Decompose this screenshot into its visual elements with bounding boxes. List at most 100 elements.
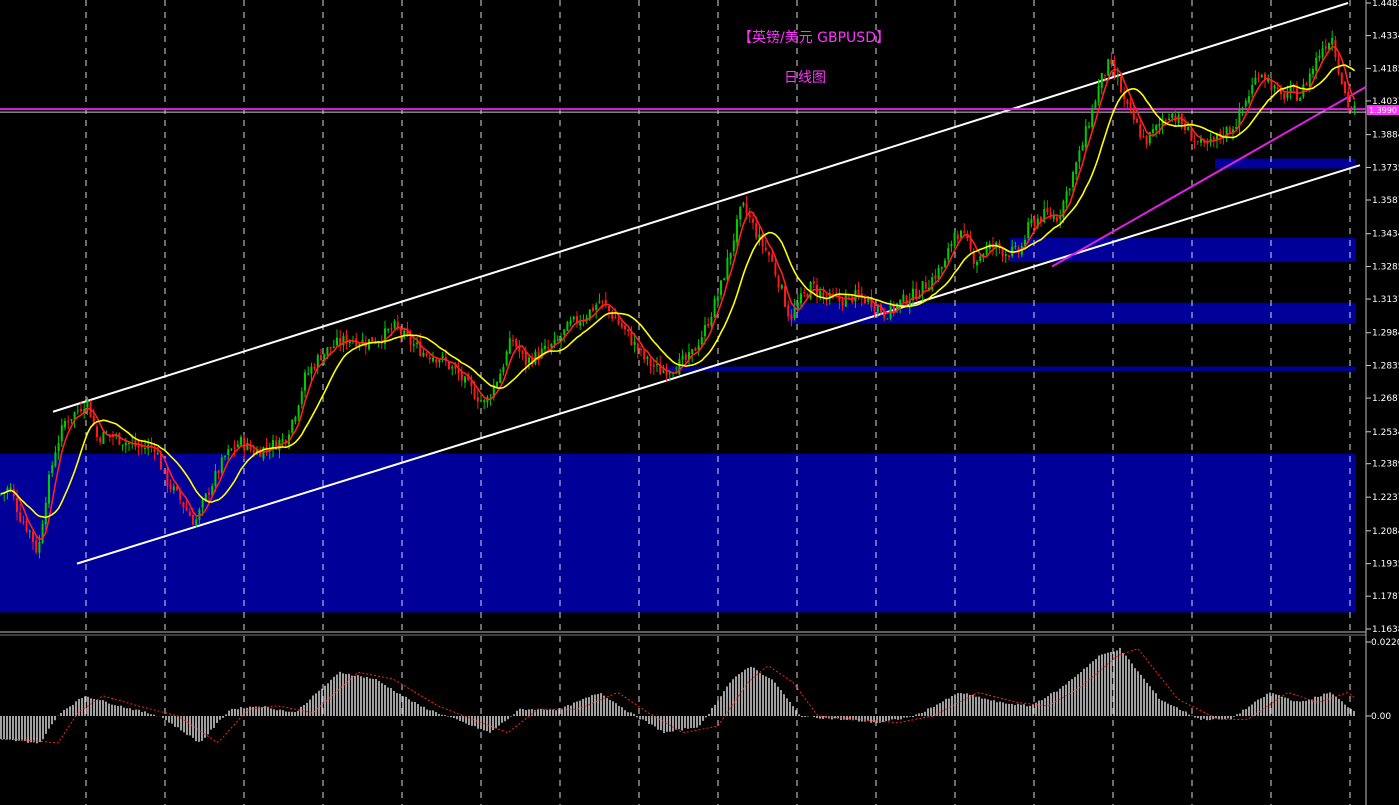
candle-body [48, 474, 50, 504]
candle-body [1056, 217, 1058, 222]
candle-body [1110, 59, 1113, 65]
candle-body [499, 373, 502, 384]
candle-body [950, 243, 953, 247]
candle-body [336, 337, 338, 346]
candle-body [729, 252, 732, 259]
candle-body [940, 267, 943, 269]
candle-body [70, 419, 73, 421]
candle-body [169, 484, 172, 490]
candle-body [1228, 127, 1231, 133]
channel-lower-line [76, 164, 1361, 565]
candle-body [614, 316, 617, 319]
candle-body [480, 400, 482, 402]
candle-body [1206, 140, 1209, 145]
candle-body [240, 437, 242, 446]
candle-body [710, 316, 713, 326]
candle-body [406, 328, 409, 336]
candle-body [1225, 127, 1228, 139]
candle-body [339, 338, 342, 345]
candle-body [96, 426, 98, 438]
candle-body [928, 287, 930, 290]
price-tick-label-17: 1.1935 [1372, 560, 1399, 570]
candle-body [1241, 107, 1244, 109]
candle-body [723, 278, 726, 281]
candle-body [608, 306, 610, 311]
candle-body [416, 343, 418, 345]
candle-body [531, 358, 534, 365]
candle-body [662, 370, 665, 373]
price-tick-label-8: 1.3285 [1372, 262, 1399, 272]
candle-body [556, 339, 559, 341]
candle-body [297, 405, 300, 418]
candle-body [182, 502, 185, 508]
candle-body [166, 469, 169, 487]
candle-body [822, 292, 825, 296]
candle-body [1190, 128, 1193, 142]
candle-body [1315, 57, 1318, 71]
price-tick-label-6: 1.3587 [1372, 196, 1399, 206]
candle-body [537, 352, 540, 359]
candle-body [316, 355, 319, 368]
candle-body [659, 364, 662, 375]
candle-body [598, 301, 601, 303]
price-tick-label-1: 1.4334 [1372, 32, 1399, 42]
candle-body [179, 491, 182, 501]
candle-body [771, 254, 774, 262]
candle-body [275, 440, 278, 450]
candle-body [1036, 218, 1039, 227]
candle-body [604, 299, 607, 306]
candle-body [1318, 55, 1321, 58]
candle-body [153, 446, 156, 452]
candle-body [748, 214, 751, 218]
candle-body [224, 456, 226, 458]
candle-body [515, 339, 518, 347]
candle-body [892, 303, 895, 311]
candle-body [633, 341, 636, 345]
candle-body [1340, 72, 1343, 84]
candle-body [1286, 93, 1289, 98]
macd-signal-line [1, 648, 1355, 744]
candle-body [243, 437, 246, 451]
candle-body [787, 305, 790, 317]
candle-body [310, 366, 313, 374]
candle-body [547, 347, 550, 349]
candle-body [1068, 188, 1071, 191]
candle-body [51, 465, 54, 474]
candle-body [620, 323, 623, 328]
price-tick-label-18: 1.1787 [1372, 592, 1399, 602]
candle-body [1081, 145, 1084, 151]
candle-body [857, 289, 860, 296]
candle-body [76, 410, 79, 412]
candle-body [236, 444, 239, 448]
candle-body [1276, 87, 1279, 90]
candle-body [1251, 84, 1254, 94]
candle-body [1139, 124, 1142, 138]
candle-body [1129, 102, 1132, 110]
candle-body [774, 263, 777, 276]
candle-body [41, 523, 44, 544]
candle-body [876, 306, 879, 313]
candle-body [118, 433, 121, 445]
candle-body [1107, 59, 1110, 76]
candle-body [1148, 132, 1151, 144]
candle-body [323, 353, 326, 362]
candle-body [1187, 126, 1190, 131]
candle-body [54, 452, 57, 467]
candle-body [1132, 108, 1135, 120]
candle-body [630, 332, 633, 345]
candle-body [518, 347, 521, 352]
candle-body [1062, 200, 1065, 218]
candle-body [1196, 140, 1199, 142]
candle-body [1008, 255, 1010, 257]
candle-body [288, 434, 290, 445]
candle-body [291, 419, 294, 433]
candle-body [1040, 216, 1042, 222]
candle-body [1184, 123, 1186, 130]
candle-body [553, 339, 556, 345]
price-tick-label-16: 1.2084 [1372, 527, 1399, 537]
candle-body [262, 447, 265, 459]
candle-body [1004, 254, 1007, 256]
candle-body [249, 444, 252, 450]
candle-body [1024, 239, 1026, 247]
candle-body [1260, 74, 1263, 78]
